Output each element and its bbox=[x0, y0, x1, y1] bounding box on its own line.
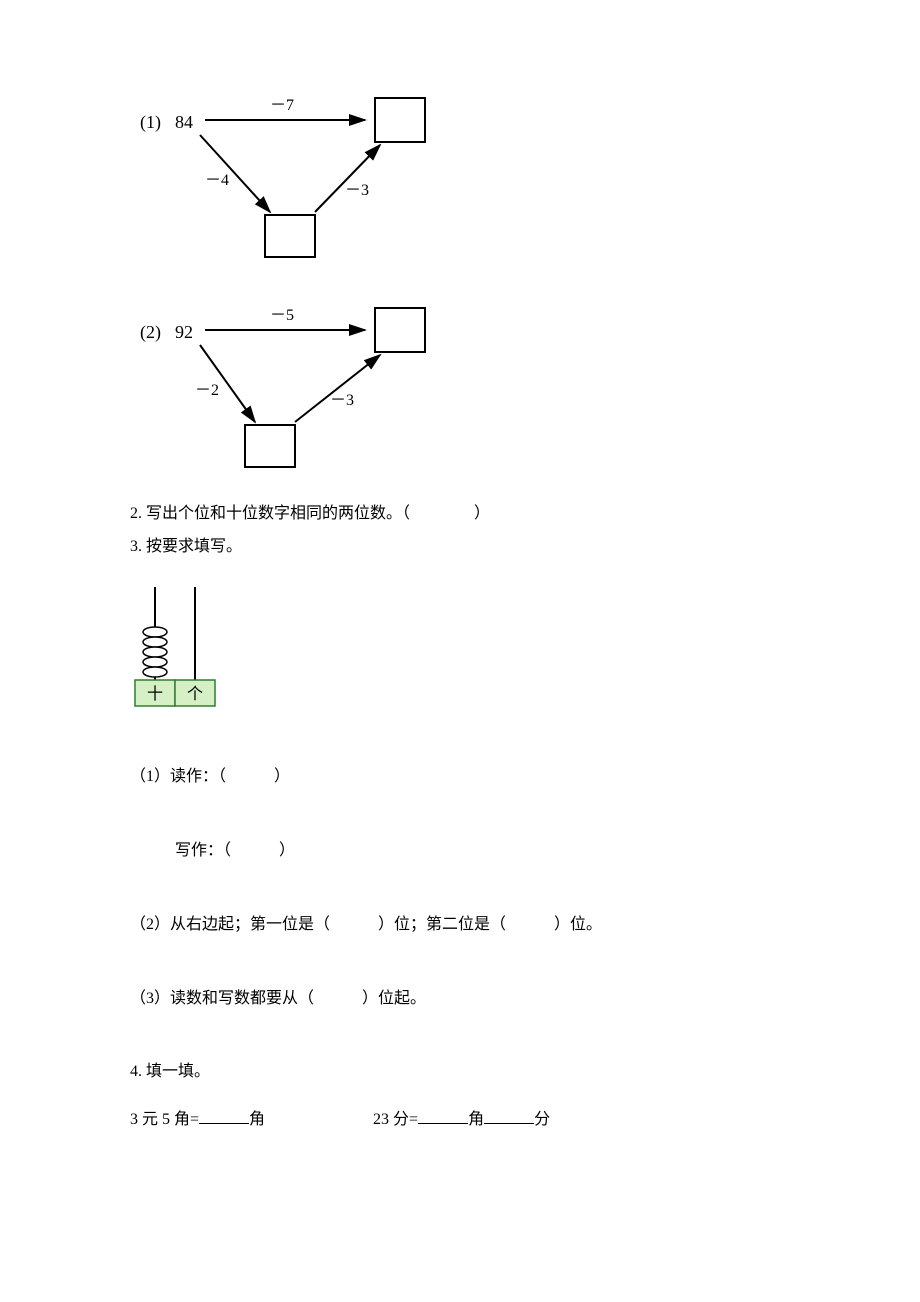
diagram1-right-label: －3 bbox=[345, 182, 369, 199]
diagram1-mid-box bbox=[265, 215, 315, 257]
diagram2-top-label: －5 bbox=[270, 307, 294, 324]
abacus-bead bbox=[143, 627, 167, 637]
page: (1) 84 －7 －4 －3 (2) 92 bbox=[0, 0, 920, 1199]
q4-p2-post: 分 bbox=[534, 1111, 550, 1128]
abacus-bead bbox=[143, 637, 167, 647]
diagram1-prefix: (1) bbox=[140, 112, 161, 133]
diagram2-result-box bbox=[375, 308, 425, 352]
diagram1-result-box bbox=[375, 98, 425, 142]
q4-blank-3 bbox=[484, 1107, 534, 1124]
question-2: 2. 写出个位和十位数字相同的两位数。（ ） bbox=[130, 500, 790, 529]
diagram2-right-label: －3 bbox=[330, 392, 354, 409]
diagram2-mid-box bbox=[245, 425, 295, 467]
diagram-1-svg: (1) 84 －7 －4 －3 bbox=[130, 80, 450, 260]
question-3-1b: 写作：（ ） bbox=[130, 836, 790, 860]
abacus-bead bbox=[143, 667, 167, 677]
question-4-title: 4. 填一填。 bbox=[130, 1058, 790, 1087]
diagram1-top-label: －7 bbox=[270, 97, 294, 114]
abacus-bead bbox=[143, 647, 167, 657]
abacus-svg: 十 个 bbox=[130, 582, 240, 712]
q4-p1-post: 角 bbox=[249, 1111, 265, 1128]
abacus: 十 个 bbox=[130, 582, 790, 712]
abacus-bead bbox=[143, 657, 167, 667]
abacus-label-right: 个 bbox=[187, 685, 203, 703]
q4-p2-pre: 23 分= bbox=[373, 1111, 418, 1128]
question-3-1a: （1）读作：（ ） bbox=[130, 762, 790, 786]
diagram-1: (1) 84 －7 －4 －3 bbox=[130, 80, 790, 260]
q4-p2-mid: 角 bbox=[468, 1111, 484, 1128]
diagram2-right-arrow bbox=[295, 355, 380, 422]
question-3: 3. 按要求填写。 bbox=[130, 533, 790, 562]
diagram2-prefix: (2) bbox=[140, 322, 161, 343]
diagram2-left-label: －2 bbox=[195, 382, 219, 399]
q4-p1-pre: 3 元 5 角= bbox=[130, 1111, 199, 1128]
question-4-line: 3 元 5 角= 角 23 分= 角 分 bbox=[130, 1106, 790, 1135]
question-3-2: （2）从右边起；第一位是（ ）位；第二位是（ ）位。 bbox=[130, 910, 790, 934]
q4-blank-1 bbox=[199, 1107, 249, 1124]
q4-blank-2 bbox=[418, 1107, 468, 1124]
question-3-3: （3）读数和写数都要从（ ）位起。 bbox=[130, 984, 790, 1008]
diagram-2: (2) 92 －5 －2 －3 bbox=[130, 290, 790, 470]
diagram1-start: 84 bbox=[175, 112, 193, 132]
diagram-2-svg: (2) 92 －5 －2 －3 bbox=[130, 290, 450, 470]
diagram1-right-arrow bbox=[315, 145, 380, 212]
abacus-label-left: 十 bbox=[147, 685, 163, 703]
diagram1-left-label: －4 bbox=[205, 172, 229, 189]
diagram2-start: 92 bbox=[175, 322, 193, 342]
